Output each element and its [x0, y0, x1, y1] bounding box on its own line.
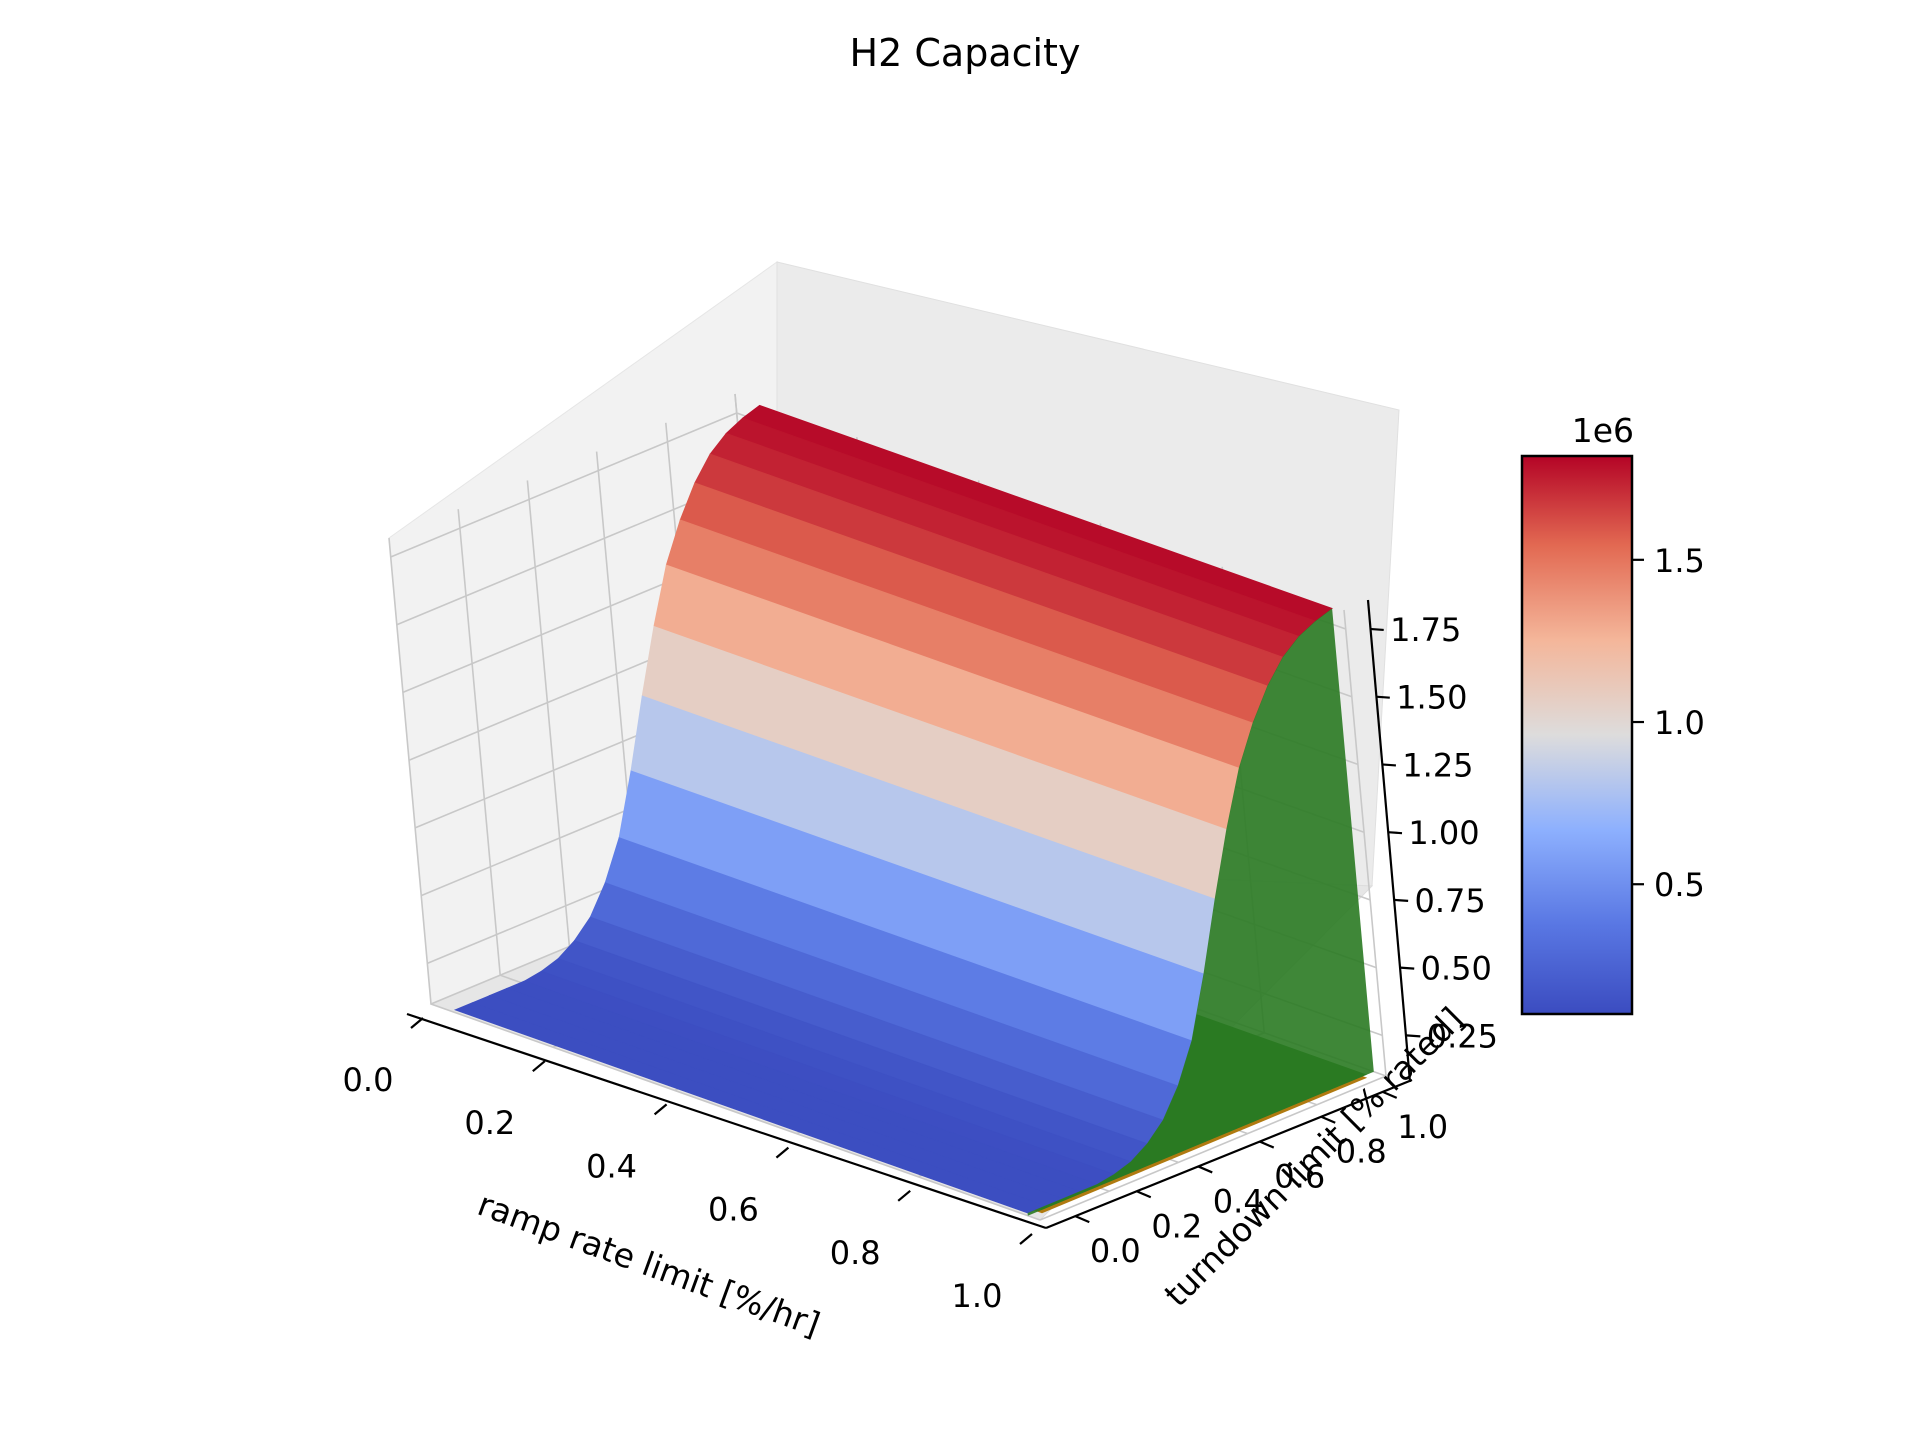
x-tick	[410, 1017, 424, 1029]
z-axis-line	[1366, 599, 1412, 1083]
colorbar-tick-label: 0.5	[1654, 866, 1705, 904]
colorbar-tick-label: 1.5	[1654, 542, 1705, 580]
y-tick	[1320, 1115, 1336, 1124]
y-tick-label: 0.6	[1274, 1158, 1325, 1196]
y-tick	[1382, 1090, 1398, 1099]
z-tick	[1394, 898, 1409, 902]
surface-side	[1027, 608, 1374, 1216]
y-tick-label: 0.2	[1151, 1207, 1202, 1245]
z-tick-label: 0.25	[1427, 1017, 1498, 1055]
x-tick	[775, 1146, 790, 1159]
colorbar: 0.5 1.0 1.5 1e6	[1520, 411, 1705, 1016]
z-tick-label: 0.75	[1415, 882, 1486, 920]
axes: 0.0 0.2 0.4 0.6 0.8 1.0 0.0 0.2 0.4 0.6 0.8 1.0 0.25…	[343, 599, 1498, 1315]
z-tick	[1375, 695, 1390, 699]
z-tick	[1387, 831, 1403, 835]
z-tick	[1369, 627, 1384, 632]
x-tick-label: 0.4	[586, 1147, 637, 1185]
y-axis-line	[1045, 1078, 1413, 1230]
y-tick	[1259, 1140, 1275, 1149]
y-tick	[1197, 1165, 1213, 1174]
y-tick	[1074, 1215, 1090, 1224]
x-tick-label: 0.6	[708, 1191, 759, 1229]
y-tick-label: 0.4	[1213, 1182, 1264, 1220]
y-tick-label: 0.8	[1336, 1133, 1387, 1171]
surface	[453, 404, 1374, 1216]
colorbar-multiplier: 1e6	[1572, 411, 1634, 450]
x-axis-label: ramp rate limit [%/hr]	[473, 1184, 825, 1344]
colorbar-ticks: 0.5 1.0 1.5	[1632, 542, 1705, 904]
z-tick-label: 0.50	[1421, 950, 1492, 988]
z-tick	[1400, 966, 1415, 970]
z-tick-label: 1.25	[1402, 746, 1473, 784]
x-tick	[653, 1103, 668, 1116]
z-tick-label: 1.75	[1390, 611, 1461, 649]
z-tick-label: 1.00	[1408, 814, 1479, 852]
x-tick-label: 0.8	[830, 1234, 881, 1272]
y-tick-label: 1.0	[1397, 1108, 1448, 1146]
y-tick	[1136, 1190, 1152, 1199]
x-tick	[1019, 1233, 1033, 1245]
x-tick-label: 0.0	[343, 1061, 394, 1099]
z-tick	[1406, 1034, 1421, 1038]
colorbar-tick-label: 1.0	[1654, 704, 1705, 742]
z-tick	[1381, 763, 1396, 767]
colorbar-gradient	[1520, 454, 1634, 1016]
z-tick-label: 1.50	[1396, 679, 1467, 717]
x-tick-label: 1.0	[952, 1277, 1003, 1315]
grid-y-0	[388, 537, 1041, 1221]
x-axis-line	[406, 1012, 1047, 1230]
chart-title: H2 Capacity	[850, 31, 1081, 75]
x-tick	[897, 1189, 911, 1202]
y-tick-label: 0.0	[1090, 1232, 1141, 1270]
x-tick	[532, 1060, 546, 1073]
x-tick-label: 0.2	[464, 1104, 515, 1142]
